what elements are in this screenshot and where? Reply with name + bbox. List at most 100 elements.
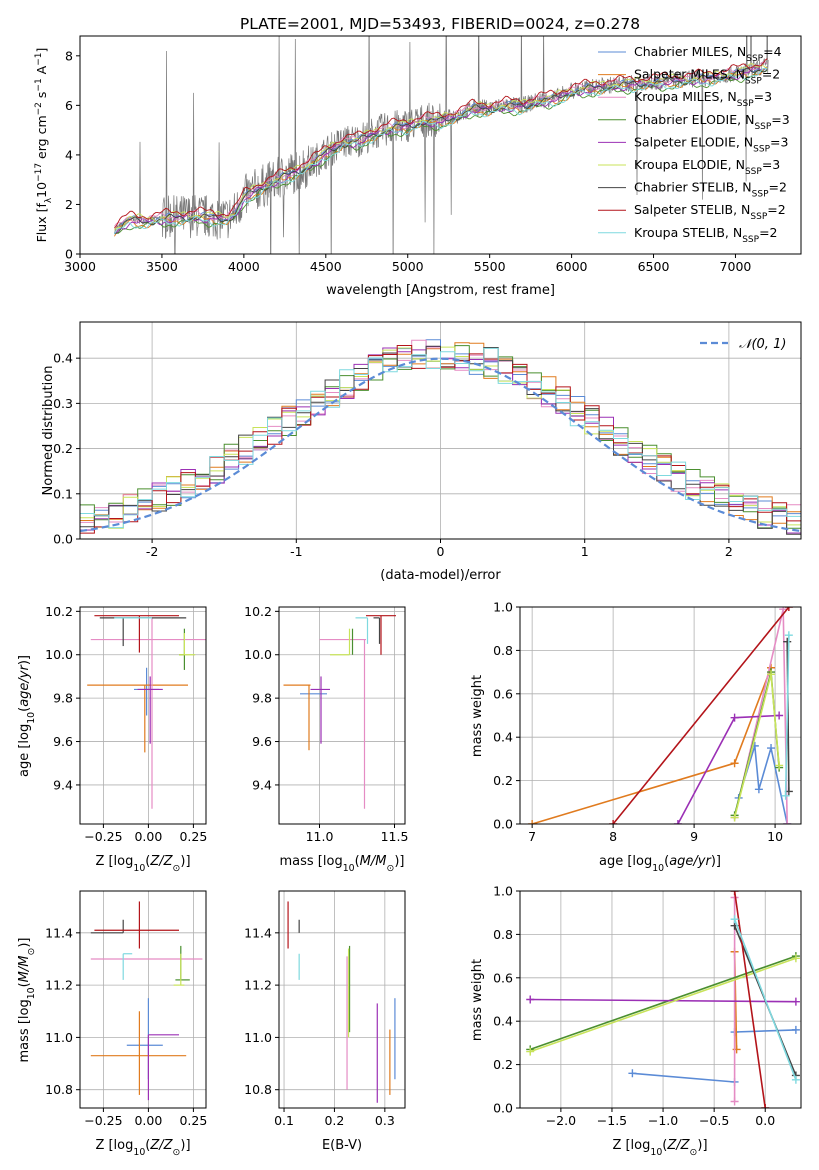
y-tick-label: 0 [65, 247, 73, 262]
x-tick-label: −2.0 [546, 1113, 576, 1128]
weight-marker [526, 1047, 535, 1056]
panel-mass-Z: −0.25 0.00 0.25 10.8 11.0 11.2 11.4 mass [log10… [17, 890, 207, 1158]
plot-area-weight-Z [526, 891, 800, 1108]
model-spectrum-6 [114, 67, 768, 234]
errorbar-1 [87, 684, 188, 753]
y-axis-label: age [log10(age/yr)] [17, 655, 37, 777]
legend-label: Kroupa MILES, NSSP=3 [634, 89, 772, 109]
legend-label: Salpeter MILES, NSSP=2 [634, 67, 780, 87]
y-axis-label: mass weight [470, 675, 485, 757]
errorbar-8 [355, 617, 369, 644]
plot-area-mass-Z [90, 901, 203, 1101]
y-tick-label: 11.4 [45, 925, 73, 940]
x-tick-label: 0 [437, 544, 445, 559]
panel-age-mass: 11.0 11.5 9.4 9.6 9.8 10.0 10.2 mass [log10(M/M… [244, 604, 408, 874]
x-axis-label: E(B-V) [322, 1138, 362, 1153]
weight-line-1 [531, 667, 772, 824]
weight-marker [767, 670, 776, 679]
x-tick-label: −1.0 [648, 1113, 678, 1128]
y-tick-label: 11.0 [45, 1030, 73, 1045]
weight-marker [767, 744, 776, 753]
x-tick-label: −0.25 [84, 829, 122, 844]
weight-marker [779, 607, 788, 614]
y-tick-label: 0.6 [493, 686, 513, 701]
x-tick-label: 6000 [556, 259, 588, 274]
plot-area-spectrum [114, 36, 769, 254]
y-tick-label: 4 [65, 147, 73, 162]
x-tick-label: 0.0 [755, 1113, 775, 1128]
x-tick-label: 3500 [146, 259, 178, 274]
errorbar-1 [283, 684, 311, 751]
x-axis-label: mass [log10(M/M⊙)] [280, 854, 405, 874]
weight-line-6 [529, 957, 797, 1053]
weight-marker [784, 631, 793, 640]
y-tick-label: 0.0 [493, 1101, 513, 1116]
x-axis-label: (data-model)/error [380, 568, 501, 583]
weight-marker [628, 1069, 637, 1078]
y-tick-label: 0.3 [53, 396, 73, 411]
weight-marker [526, 995, 535, 1004]
axes-frame [79, 35, 802, 255]
axes-weight-age: 7 8 9 10 0.0 0.2 0.4 0.6 0.8 1.0 [493, 600, 802, 844]
weight-marker [754, 785, 763, 794]
x-tick-label: 6500 [638, 259, 670, 274]
y-tick-label: 0.0 [53, 532, 73, 547]
y-tick-label: 0.2 [493, 773, 513, 788]
axes-frame [79, 890, 207, 1109]
x-tick-label: 0.25 [179, 829, 207, 844]
x-tick-label: 1 [581, 544, 589, 559]
x-tick-label: -2 [146, 544, 158, 559]
y-tick-label: 11.4 [244, 925, 272, 940]
errorbar-7 [94, 901, 179, 949]
y-tick-label: 0.4 [53, 351, 73, 366]
x-tick-label: 4000 [228, 259, 260, 274]
plot-area-mass-EBV [287, 901, 396, 1103]
weight-marker [783, 820, 792, 824]
weight-marker [791, 1075, 800, 1084]
weight-line-0 [737, 745, 788, 824]
x-axis-label: wavelength [Angstrom, rest frame] [326, 283, 555, 298]
y-axis-label: Normed distribution [41, 366, 56, 496]
y-tick-label: 10.8 [244, 1082, 272, 1097]
weight-marker [775, 711, 784, 720]
weight-line-4 [529, 955, 797, 1051]
x-tick-label: 4500 [310, 259, 342, 274]
axes-frame [79, 606, 207, 825]
axes-frame [519, 890, 802, 1109]
x-tick-label: −0.5 [699, 1113, 729, 1128]
y-tick-label: 6 [65, 98, 73, 113]
legend: Chabrier MILES, NSSP=4 Salpeter MILES, NS… [598, 44, 790, 245]
x-tick-label: 11.0 [306, 829, 334, 844]
x-axis-label: Z [log10(Z/Z⊙)] [95, 1138, 190, 1158]
x-tick-label: 3000 [64, 259, 96, 274]
y-tick-label: 2 [65, 197, 73, 212]
y-tick-label: 9.6 [53, 734, 73, 749]
x-tick-label: 7 [528, 829, 536, 844]
errorbar-6 [90, 919, 124, 934]
legend-label: Kroupa ELODIE, NSSP=3 [634, 157, 780, 177]
x-tick-label: -1 [290, 544, 302, 559]
errorbar-5 [179, 633, 196, 656]
legend-label: Chabrier ELODIE, NSSP=3 [634, 112, 790, 132]
weight-marker [783, 637, 792, 646]
weight-marker [730, 915, 739, 924]
axes-mass-EBV: 0.1 0.2 0.3 10.8 11.0 11.2 11.4 [244, 890, 406, 1128]
errorbar-4 [147, 1034, 179, 1101]
x-axis-label: age [log10(age/yr)] [599, 854, 721, 874]
weight-marker [730, 891, 739, 895]
errorbar-5 [330, 628, 351, 656]
y-tick-label: 9.8 [53, 691, 73, 706]
weight-marker [775, 761, 784, 770]
weight-marker [784, 607, 793, 611]
errorbar-1 [90, 1011, 187, 1095]
errorbar-5 [173, 953, 185, 986]
figure-title: PLATE=2001, MJD=53493, FIBERID=0024, z=0… [240, 15, 640, 33]
weight-line-9 [733, 918, 797, 1081]
legend-label: Salpeter ELODIE, NSSP=3 [634, 134, 788, 154]
errorbar-6 [373, 617, 381, 644]
panel-mass-EBV: 0.1 0.2 0.3 10.8 11.0 11.2 11.4 E(B-V) [244, 890, 406, 1153]
y-tick-label: 0.4 [493, 730, 513, 745]
axes-spectrum: 3000 3500 4000 4500 5000 5500 6000 6500 7000 0 2 4 6… [64, 35, 802, 274]
errorbar-7 [94, 615, 179, 653]
